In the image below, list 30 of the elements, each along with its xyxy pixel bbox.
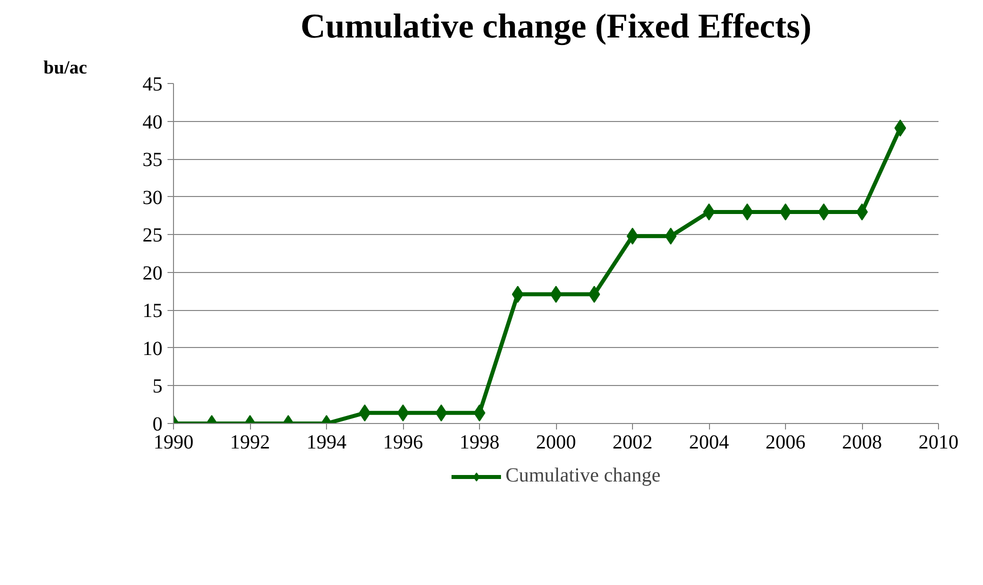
point — [512, 286, 524, 303]
y-tick-label: 15 — [142, 300, 162, 322]
chart-title: Cumulative change (Fixed Effects) — [300, 8, 812, 46]
x-tick-label: 2002 — [612, 432, 652, 454]
point — [664, 228, 677, 245]
y-tick-label: 40 — [142, 111, 162, 134]
point — [358, 404, 371, 422]
y-tick-label: 20 — [142, 262, 162, 284]
x-tick-label: 1996 — [383, 432, 423, 454]
y-tick-label: 25 — [142, 224, 162, 247]
point — [741, 203, 754, 220]
point — [894, 120, 906, 137]
point — [588, 286, 600, 303]
x-tick-label: 2006 — [766, 432, 806, 454]
y-tick-label: 10 — [142, 338, 162, 360]
y-tick-label: 35 — [142, 149, 162, 172]
x-tick-label: 1994 — [306, 432, 346, 454]
x-tick-label: 1992 — [230, 432, 270, 454]
y-tick-label: 30 — [142, 186, 162, 209]
y-tick-label: 45 — [142, 74, 162, 96]
x-tick-label: 2010 — [918, 432, 958, 454]
y-tick-label: 5 — [152, 376, 162, 398]
x-tick-label: 2008 — [842, 432, 882, 454]
x-tick-label: 2004 — [689, 432, 729, 454]
x-tick-label: 1998 — [460, 432, 500, 454]
point — [435, 404, 448, 422]
legend-label: Cumulative change — [506, 464, 660, 488]
point — [818, 203, 830, 220]
y-axis-title: bu/ac — [44, 58, 88, 78]
x-tick-label: 2000 — [536, 432, 576, 454]
